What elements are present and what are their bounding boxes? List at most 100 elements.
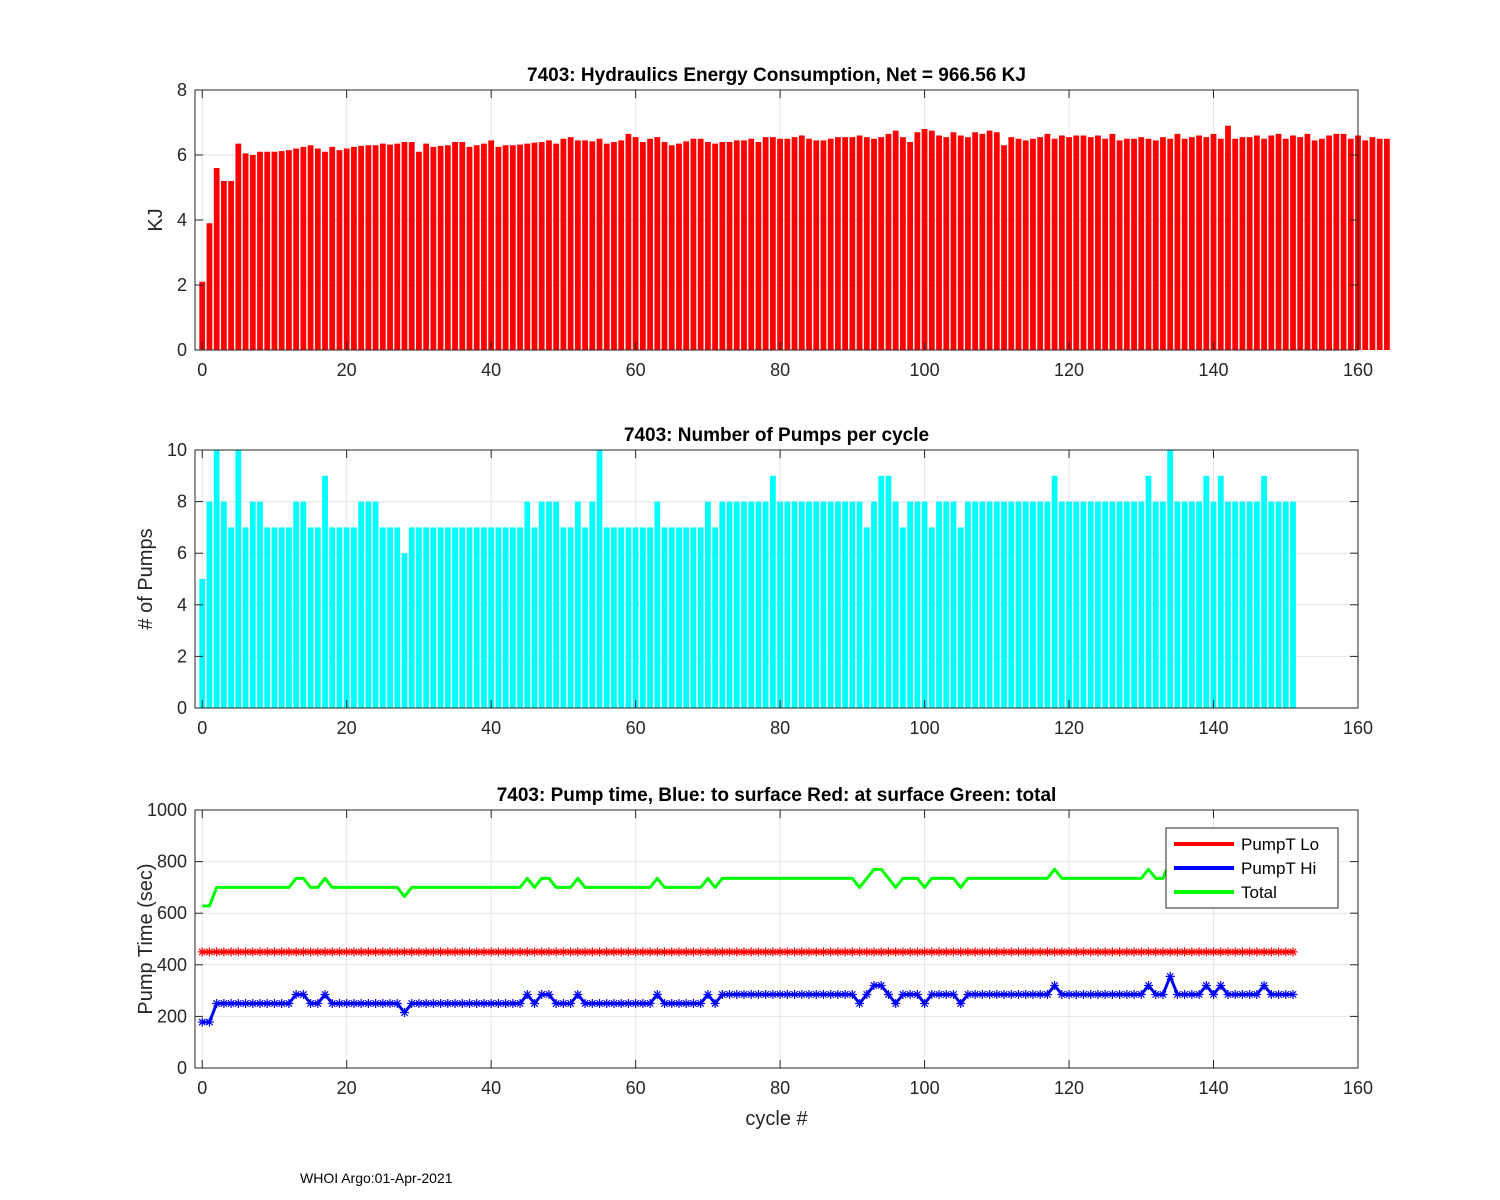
data-point — [1187, 989, 1197, 999]
data-point — [847, 947, 857, 957]
data-point — [392, 947, 402, 957]
data-point — [681, 999, 691, 1008]
data-point — [212, 999, 222, 1008]
data-point — [573, 947, 583, 957]
bar — [827, 501, 834, 708]
data-point — [407, 999, 417, 1008]
bar — [1160, 137, 1166, 350]
x-tick-label: 0 — [197, 360, 207, 380]
bar — [488, 140, 495, 350]
data-point — [1057, 947, 1067, 957]
bar — [365, 145, 372, 350]
data-point — [306, 999, 316, 1008]
bar — [235, 143, 242, 350]
data-point — [775, 947, 785, 957]
bar — [1022, 501, 1029, 708]
bar — [524, 501, 531, 708]
data-point — [457, 999, 467, 1008]
data-point — [298, 989, 308, 999]
bar — [726, 142, 733, 350]
bar — [228, 181, 235, 350]
data-point — [1230, 947, 1240, 957]
data-point — [652, 989, 662, 999]
data-point — [1266, 947, 1276, 957]
y-tick-label: 6 — [177, 145, 187, 165]
data-point — [703, 989, 713, 999]
bar — [632, 527, 639, 708]
data-point — [371, 947, 381, 957]
data-point — [623, 947, 633, 957]
x-tick-label: 100 — [910, 360, 940, 380]
bar — [278, 527, 285, 708]
data-point — [652, 947, 662, 957]
bar — [1261, 475, 1267, 708]
bar — [618, 527, 625, 708]
data-point — [623, 999, 633, 1008]
bar — [1160, 501, 1166, 708]
data-point — [674, 999, 684, 1008]
bar — [199, 281, 206, 350]
bar — [712, 143, 718, 350]
bar — [950, 132, 957, 350]
bar — [726, 501, 733, 708]
bar — [1311, 140, 1318, 350]
bar — [351, 146, 357, 350]
bar — [798, 501, 805, 708]
data-point — [399, 1008, 409, 1018]
data-point — [1013, 947, 1023, 957]
bar — [907, 501, 914, 708]
bar — [394, 143, 401, 350]
bar — [661, 142, 668, 350]
bar — [423, 527, 430, 708]
bar — [1037, 137, 1044, 350]
data-point — [688, 947, 698, 957]
data-point — [710, 947, 720, 957]
data-point — [464, 999, 474, 1008]
bar — [719, 501, 726, 708]
data-point — [284, 999, 294, 1008]
data-point — [1028, 947, 1038, 957]
bar — [1015, 138, 1022, 350]
bar — [625, 133, 632, 350]
data-point — [1042, 947, 1052, 957]
bar — [408, 527, 415, 708]
x-tick-label: 80 — [770, 718, 790, 738]
bar — [1073, 501, 1080, 708]
data-point — [371, 999, 381, 1008]
data-point — [1028, 989, 1038, 999]
bar — [950, 501, 957, 708]
bar — [538, 501, 545, 708]
bar — [1282, 501, 1289, 708]
bar — [1253, 501, 1260, 708]
data-point — [508, 947, 518, 957]
data-point — [363, 947, 373, 957]
data-point — [1115, 947, 1125, 957]
data-point — [1194, 947, 1204, 957]
x-axis-label: cycle # — [745, 1108, 808, 1130]
data-point — [385, 999, 395, 1008]
data-point — [761, 947, 771, 957]
bar — [401, 553, 408, 708]
bar — [618, 140, 625, 350]
bar — [1123, 138, 1130, 350]
data-point — [385, 947, 395, 957]
bar — [892, 130, 899, 350]
bar — [668, 527, 675, 708]
bar — [1268, 501, 1275, 708]
bar — [1188, 137, 1195, 350]
x-tick-label: 140 — [1199, 718, 1229, 738]
chart-title: 7403: Hydraulics Energy Consumption, Net… — [527, 65, 1026, 86]
bar — [531, 142, 538, 350]
data-point — [804, 947, 814, 957]
data-point — [1136, 989, 1146, 999]
data-point — [732, 989, 742, 999]
bar — [379, 527, 386, 708]
y-tick-label: 2 — [177, 275, 187, 295]
data-point — [573, 989, 583, 999]
bar — [1080, 135, 1087, 350]
footer-stamp: WHOI Argo:01-Apr-2021 — [300, 1170, 453, 1186]
bar — [1217, 138, 1224, 350]
data-point — [457, 947, 467, 957]
bar — [871, 501, 877, 708]
bar — [1203, 475, 1210, 708]
